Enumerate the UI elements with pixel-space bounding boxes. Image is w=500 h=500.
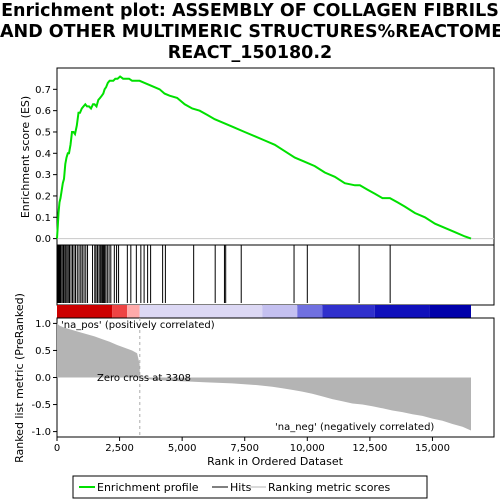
- es-y-tick-label: 0.0: [35, 234, 51, 245]
- x-tick-label: 10,000: [290, 443, 325, 454]
- metric-y-tick-label: 0.0: [35, 373, 51, 384]
- es-y-tick-label: 0.4: [35, 149, 51, 160]
- metric-y-axis-label: Ranked list metric (PreRanked): [13, 293, 26, 463]
- x-tick-label: 5,000: [168, 443, 197, 454]
- chart-title-line-3: REACT_150180.2: [167, 43, 333, 63]
- metric-y-tick-label: 1.0: [35, 319, 51, 330]
- enrichment-profile-line: [56, 75, 472, 240]
- ranking-metric-area: [57, 323, 471, 431]
- chart-title-line-1: Enrichment plot: ASSEMBLY OF COLLAGEN FI…: [1, 1, 499, 21]
- es-y-tick-label: 0.5: [35, 127, 51, 138]
- metric-y-tick-label: -0.5: [31, 400, 51, 411]
- colorbar-segment: [297, 305, 323, 318]
- neg-correlation-label: 'na_neg' (negatively correlated): [275, 422, 434, 433]
- es-curve-layer: [56, 75, 494, 240]
- es-y-tick-label: 0.7: [35, 85, 51, 96]
- x-tick-label: 7,500: [230, 443, 259, 454]
- x-tick-label: 0: [54, 443, 60, 454]
- x-tick-label: 12,500: [352, 443, 387, 454]
- es-y-axis: 0.0 0.1 0.2 0.3 0.4 0.5 0.6 0.7: [35, 85, 57, 245]
- metric-y-axis: 1.0 0.5 0.0 -0.5 -1.0: [31, 319, 57, 438]
- colorbar-segment: [139, 305, 263, 318]
- es-y-tick-label: 0.6: [35, 106, 51, 117]
- hits-layer: [56, 245, 391, 303]
- chart-title: Enrichment plot: ASSEMBLY OF COLLAGEN FI…: [0, 1, 500, 64]
- colorbar-segment: [127, 305, 140, 318]
- colorbar-segment: [374, 305, 430, 318]
- chart-title-line-2: AND OTHER MULTIMERIC STRUCTURES%REACTOME…: [0, 22, 500, 42]
- pos-correlation-label: 'na_pos' (positively correlated): [61, 320, 215, 331]
- x-axis: 0 2,500 5,000 7,500 10,000 12,500 15,000: [54, 437, 450, 454]
- x-tick-label: 2,500: [105, 443, 134, 454]
- metric-y-tick-label: 0.5: [35, 346, 51, 357]
- es-y-tick-label: 0.1: [35, 213, 51, 224]
- legend: Enrichment profile Hits Ranking metric s…: [72, 475, 428, 499]
- x-tick-label: 15,000: [415, 443, 450, 454]
- hits-panel-frame: [56, 244, 495, 306]
- legend-label-hits: Hits: [230, 481, 252, 494]
- colorbar-segment: [112, 305, 128, 318]
- es-y-axis-label: Enrichment score (ES): [19, 96, 32, 218]
- metric-y-tick-label: -1.0: [31, 427, 51, 438]
- rank-colorbar: [57, 305, 471, 318]
- colorbar-segment: [262, 305, 298, 318]
- zero-cross-label: Zero cross at 3308: [97, 373, 191, 384]
- metric-layer: [57, 318, 471, 437]
- x-axis-label: Rank in Ordered Dataset: [207, 455, 344, 468]
- legend-label-profile: Enrichment profile: [97, 481, 199, 494]
- es-y-tick-label: 0.2: [35, 191, 51, 202]
- colorbar-segment: [57, 305, 113, 318]
- legend-label-metric: Ranking metric scores: [268, 481, 390, 494]
- es-y-tick-label: 0.3: [35, 170, 51, 181]
- colorbar-segment: [322, 305, 375, 318]
- colorbar-segment: [429, 305, 471, 318]
